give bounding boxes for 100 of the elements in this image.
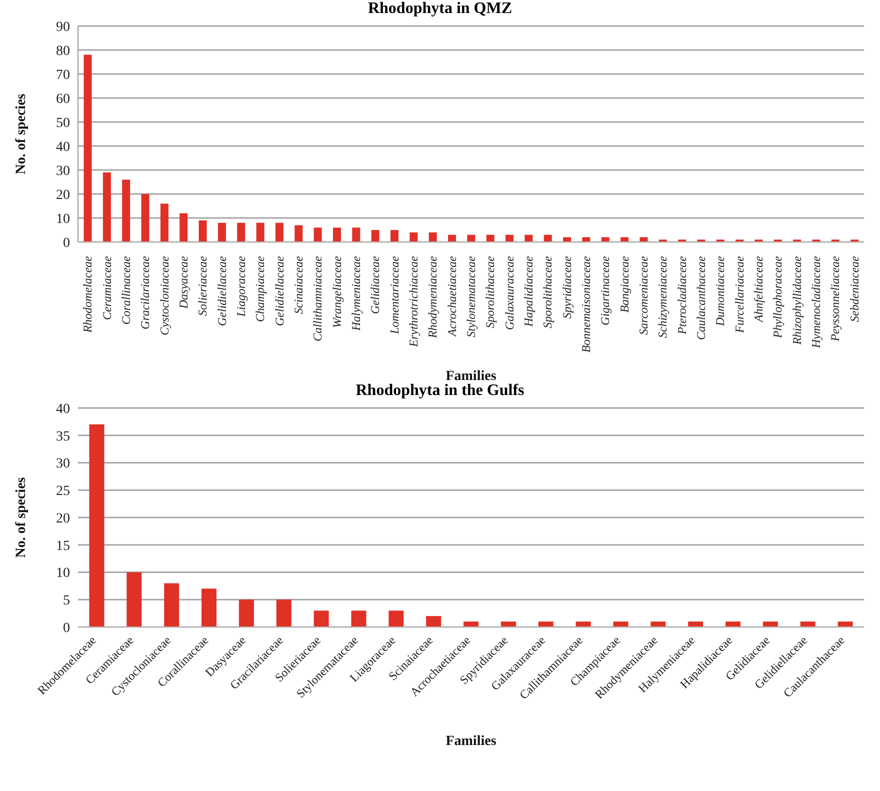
y-axis-title: No. of species [14, 476, 29, 558]
y-tick-label: 0 [63, 236, 70, 251]
x-tick-label: Halymeniaceae [348, 255, 363, 332]
bar [89, 424, 104, 627]
bar [180, 213, 188, 242]
bar [464, 622, 479, 627]
bar [198, 220, 207, 242]
y-tick-label: 35 [56, 429, 70, 444]
chart-title: Rhodophyta in QMZ [366, 0, 514, 18]
x-axis-title: Families [446, 734, 497, 749]
y-tick-label: 25 [56, 484, 70, 500]
bar [141, 194, 150, 242]
bar [601, 237, 610, 242]
bar [164, 583, 180, 627]
bar [84, 54, 92, 242]
x-tick-label: Pterocladiaceae [674, 255, 689, 336]
x-tick-label: Sporolithaceae [483, 255, 498, 328]
bar [538, 622, 554, 627]
bar [563, 237, 572, 242]
x-tick-label: Solieriaceae [196, 255, 210, 316]
x-axis-title: Families [446, 369, 497, 384]
x-tick-label: Hapalidiaceae [522, 255, 536, 328]
bar [388, 610, 404, 627]
bar [544, 234, 552, 242]
y-tick-label: 20 [56, 188, 70, 203]
y-tick-label: 30 [56, 456, 70, 472]
y-tick-label: 80 [56, 44, 70, 59]
y-tick-label: 50 [56, 116, 70, 131]
y-tick-label: 90 [56, 20, 70, 35]
x-tick-label: Erythrotrichiaceae [406, 255, 420, 348]
x-tick-label: Rhodomelaceae [80, 255, 95, 334]
bar [486, 234, 494, 242]
y-tick-label: 40 [56, 140, 70, 155]
bar [428, 232, 437, 242]
x-tick-label: Sarcomeniaceae [636, 255, 651, 335]
bar [275, 222, 284, 242]
x-tick-label: Gelidiellaceae [272, 255, 286, 326]
x-tick-label: Gelidiellaceae [214, 255, 229, 326]
bar [448, 234, 456, 242]
x-tick-label: Acrochaetiaceae [444, 255, 459, 338]
bar [506, 234, 514, 242]
x-tick-label: Dasyaceae [176, 255, 190, 310]
y-tick-label: 40 [56, 402, 70, 417]
bar [426, 616, 442, 627]
bar [371, 230, 380, 242]
y-tick-label: 30 [56, 164, 70, 179]
bar [500, 622, 516, 627]
x-tick-label: Rhodymeniaceae [426, 255, 440, 339]
y-tick-label: 15 [56, 538, 70, 554]
x-tick-label: Spyridiaceae [560, 255, 574, 319]
x-tick-label: Scinaiaceae [291, 255, 306, 314]
x-tick-label: Galaxauraceae [502, 255, 516, 330]
x-tick-label: Dumontiaceae [713, 255, 728, 327]
x-tick-label: Ceramiaceae [100, 255, 114, 320]
bar [620, 237, 629, 242]
bar [122, 180, 130, 242]
bar [467, 234, 476, 242]
bar [126, 572, 142, 627]
y-tick-label: 20 [56, 511, 70, 526]
x-tick-label: Gracilariaceae [138, 255, 152, 330]
x-tick-label: Corallinaceae [118, 255, 133, 325]
x-tick-label: Cystocloniaceae [157, 255, 172, 336]
x-tick-label: Schizymeniaceae [656, 255, 670, 338]
x-tick-label: Lomentariaceae [387, 255, 402, 335]
bar [800, 622, 816, 627]
bar [576, 622, 591, 627]
x-tick-label: Callithamniaceae [310, 255, 325, 342]
bar [256, 222, 264, 242]
bar [160, 204, 168, 242]
bar [524, 234, 533, 242]
x-tick-label: Liagoraceae [234, 255, 248, 318]
bar [650, 622, 666, 627]
bar [218, 222, 226, 242]
bar [640, 237, 648, 242]
x-tick-label: Rhizophyllidaceae [790, 255, 804, 346]
x-tick-label: Stylonemataceae [464, 255, 478, 338]
bar [838, 622, 853, 627]
bar [390, 230, 398, 242]
bar [238, 600, 254, 627]
x-tick-label: Hymenocladiaceae [809, 255, 824, 349]
bar [332, 228, 341, 242]
x-tick-label: Peyssonneliaceae [828, 255, 842, 342]
bar [762, 622, 778, 627]
x-tick-label: Gigartinaceae [598, 255, 612, 326]
x-tick-label: Sporolithaceae [540, 255, 555, 328]
y-axis-title: No. of species [14, 93, 29, 174]
bar [314, 610, 329, 627]
bar [102, 172, 111, 242]
bar [314, 228, 322, 242]
y-tick-label: 60 [56, 92, 70, 107]
x-tick-label: Ahnfeltiaceae [752, 255, 766, 323]
bar [351, 610, 366, 627]
bar [410, 232, 418, 242]
chart-title: Rhodophyta in the Gulfs [354, 382, 526, 400]
x-tick-label: Wrangeliaceae [330, 255, 344, 328]
bar [352, 228, 360, 242]
x-tick-label: Gelidiaceae [368, 255, 382, 314]
bar [726, 622, 741, 627]
bar [237, 222, 246, 242]
x-tick-label: Bangiaceae [617, 255, 632, 313]
